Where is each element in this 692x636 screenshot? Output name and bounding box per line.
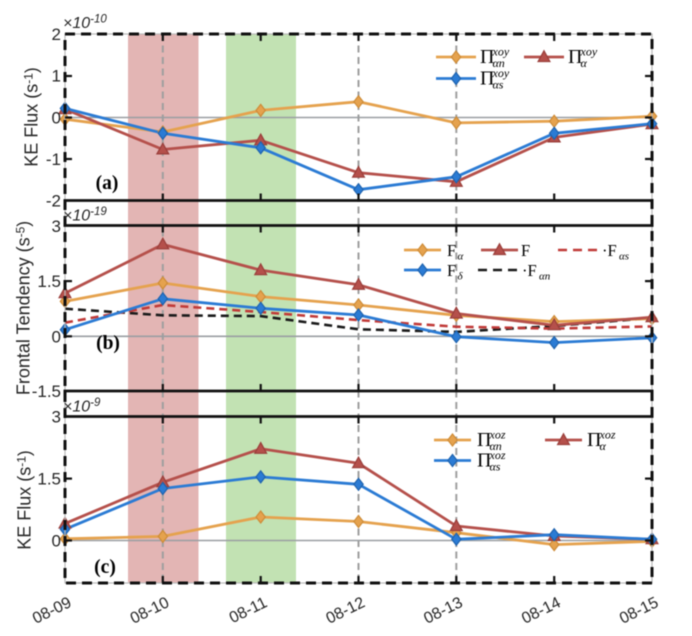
svg-text:xoy: xoy bbox=[492, 66, 510, 80]
svg-text:Π: Π bbox=[480, 68, 494, 90]
svg-text:xoy: xoy bbox=[580, 45, 598, 59]
svg-text:xoz: xoz bbox=[489, 448, 506, 462]
svg-text:(c): (c) bbox=[94, 557, 116, 578]
svg-text:0: 0 bbox=[52, 109, 61, 128]
svg-text:-1.5: -1.5 bbox=[32, 382, 61, 401]
svg-text:α: α bbox=[600, 439, 607, 453]
svg-text:Π: Π bbox=[477, 429, 491, 451]
svg-text:αs: αs bbox=[490, 460, 501, 474]
svg-text:Π: Π bbox=[587, 429, 601, 451]
svg-text:F: F bbox=[447, 241, 456, 260]
svg-text:αn: αn bbox=[490, 439, 502, 453]
svg-text:1.5: 1.5 bbox=[37, 470, 61, 489]
svg-text:F: F bbox=[447, 261, 456, 280]
svg-text:3: 3 bbox=[52, 217, 61, 236]
svg-text:xoz: xoz bbox=[599, 428, 616, 442]
svg-text:αs: αs bbox=[619, 251, 629, 263]
svg-text:α: α bbox=[581, 56, 588, 70]
svg-text:-1: -1 bbox=[46, 150, 61, 169]
svg-text:-2: -2 bbox=[46, 192, 61, 211]
svg-text:KE Flux (s-1): KE Flux (s-1) bbox=[22, 67, 42, 167]
svg-text:δ: δ bbox=[458, 271, 464, 283]
svg-text:2: 2 bbox=[52, 25, 61, 44]
svg-text:·F: ·F bbox=[522, 261, 537, 280]
svg-text:Π: Π bbox=[568, 46, 582, 68]
svg-text:xoz: xoz bbox=[489, 428, 506, 442]
svg-text:Π: Π bbox=[480, 46, 494, 68]
svg-text:αs: αs bbox=[493, 78, 504, 92]
svg-text:·F: ·F bbox=[602, 241, 617, 260]
svg-text:αn: αn bbox=[539, 271, 551, 283]
svg-text:xoy: xoy bbox=[492, 45, 510, 59]
svg-text:Frontal Tendency (s-5): Frontal Tendency (s-5) bbox=[14, 221, 34, 395]
svg-text:3: 3 bbox=[52, 408, 61, 427]
svg-text:F: F bbox=[521, 241, 530, 260]
svg-text:(a): (a) bbox=[96, 173, 119, 194]
svg-text:Π: Π bbox=[477, 450, 491, 472]
svg-text:KE Flux (s-1): KE Flux (s-1) bbox=[15, 450, 35, 550]
svg-text:0: 0 bbox=[52, 532, 61, 551]
svg-text:(b): (b) bbox=[96, 333, 120, 354]
svg-text:1.5: 1.5 bbox=[37, 272, 61, 291]
svg-text:α: α bbox=[458, 251, 464, 263]
svg-text:1: 1 bbox=[52, 67, 61, 86]
svg-text:αn: αn bbox=[493, 56, 505, 70]
svg-text:0: 0 bbox=[52, 327, 61, 346]
